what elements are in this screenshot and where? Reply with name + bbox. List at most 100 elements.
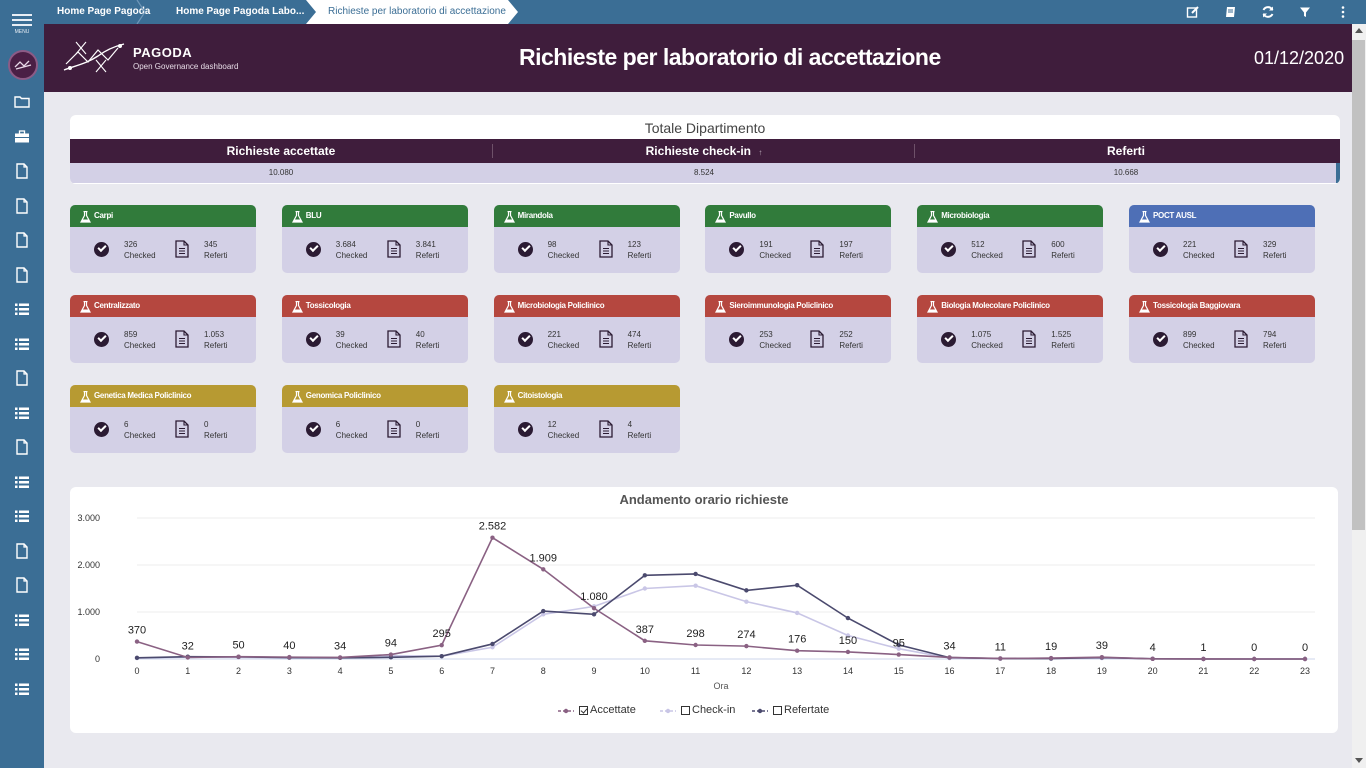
document-icon[interactable] xyxy=(13,542,31,560)
breadcrumb-item-labo[interactable]: Home Page Pagoda Labo... xyxy=(176,6,305,17)
data-point[interactable] xyxy=(845,649,851,655)
list-icon[interactable] xyxy=(13,507,31,525)
data-point[interactable] xyxy=(1150,656,1155,662)
column-header-referti[interactable]: Referti xyxy=(1106,144,1145,158)
refresh-icon[interactable] xyxy=(1260,4,1276,20)
data-point[interactable] xyxy=(1099,654,1105,660)
document-icon[interactable] xyxy=(13,266,31,284)
data-point[interactable] xyxy=(185,655,190,660)
data-point[interactable] xyxy=(1252,656,1257,662)
data-point[interactable] xyxy=(337,655,343,660)
data-point[interactable] xyxy=(388,652,394,657)
pagoda-logo-icon[interactable] xyxy=(8,50,38,80)
data-point[interactable] xyxy=(947,655,952,660)
list-icon[interactable] xyxy=(13,300,31,318)
list-icon[interactable] xyxy=(13,645,31,663)
data-point[interactable] xyxy=(744,599,749,604)
document-icon[interactable] xyxy=(13,438,31,456)
lab-card-genetica-medica-policlinico[interactable]: Genetica Medica Policlinico 6 Checked 0 Refe… xyxy=(70,385,256,453)
lab-card-tossicologia-baggiovara[interactable]: Tossicologia Baggiovara 899 Checked 794 Refe… xyxy=(1129,295,1315,363)
list-icon[interactable] xyxy=(13,404,31,422)
lab-card-carpi[interactable]: Carpi 326 Checked 345 Referti xyxy=(70,205,256,273)
data-point[interactable] xyxy=(591,606,597,611)
data-point[interactable] xyxy=(1201,656,1206,662)
table-row[interactable]: 10.080 8.524 10.668 xyxy=(70,163,1336,183)
data-point[interactable] xyxy=(896,652,901,657)
lab-card-microbiologia[interactable]: Microbiologia 512 Checked 600 Referti xyxy=(917,205,1104,273)
scrollbar-thumb[interactable] xyxy=(1352,40,1365,530)
lab-card-sieroimmunologia-policlinico[interactable]: Sieroimmunologia Policlinico 253 Checked 25… xyxy=(705,295,892,363)
briefcase-icon[interactable] xyxy=(13,128,31,146)
data-point[interactable] xyxy=(794,583,800,588)
document-icon[interactable] xyxy=(13,231,31,249)
column-header-richieste-checkin[interactable]: Richieste check-in ↑ xyxy=(493,139,915,163)
data-point[interactable] xyxy=(794,610,800,616)
data-point[interactable] xyxy=(845,615,851,621)
data-point[interactable] xyxy=(236,654,241,659)
scroll-up-arrow-icon[interactable] xyxy=(1355,28,1363,33)
data-point[interactable] xyxy=(134,655,140,661)
lab-card-blu[interactable]: BLU 3.684 Checked 3.841 Referti xyxy=(281,205,468,273)
lab-card-tossicologia[interactable]: Tossicologia 39 Checked 40 Referti xyxy=(281,295,468,363)
data-point[interactable] xyxy=(642,586,648,591)
data-point[interactable] xyxy=(591,612,597,617)
data-point[interactable] xyxy=(439,642,444,648)
legend-item-refertate[interactable]: Refertate xyxy=(752,704,862,719)
more-icon[interactable] xyxy=(1335,4,1351,20)
lab-card-poct-ausl[interactable]: POCT AUSL 221 Checked 329 Referti xyxy=(1129,205,1315,273)
data-point[interactable] xyxy=(490,641,495,647)
edit-icon[interactable] xyxy=(1185,4,1201,20)
legend-checkbox[interactable]: Refertate xyxy=(773,704,893,719)
lab-card-microbiologia-policlinico[interactable]: Microbiologia Policlinico 221 Checked 474 Re… xyxy=(493,295,680,363)
data-point[interactable] xyxy=(490,645,495,650)
lab-card-biologia-molecolare-policlinico[interactable]: Biologia Molecolare Policlinico 1.075 Chec… xyxy=(917,295,1104,363)
data-point[interactable] xyxy=(693,583,698,588)
document-icon[interactable] xyxy=(13,369,31,387)
lab-card-pavullo[interactable]: Pavullo 191 Checked 197 Referti xyxy=(705,205,892,273)
data-point[interactable] xyxy=(439,653,444,659)
data-point[interactable] xyxy=(642,573,648,578)
list-icon[interactable] xyxy=(13,680,31,698)
column-header-richieste-accettate[interactable]: Richieste accettate xyxy=(226,144,336,158)
folder-icon[interactable] xyxy=(13,93,31,111)
data-point[interactable] xyxy=(744,643,749,649)
checkbox-icon[interactable] xyxy=(773,706,782,715)
breadcrumb-item-current[interactable]: Richieste per laboratorio di accettazion… xyxy=(306,0,518,24)
legend-checkbox[interactable]: Accettate xyxy=(579,704,699,719)
data-point[interactable] xyxy=(642,638,648,644)
lab-card-genomica-policlinico[interactable]: Genomica Policlinico 6 Checked 0 Referti xyxy=(281,385,468,453)
data-point[interactable] xyxy=(998,656,1003,661)
book-icon[interactable] xyxy=(1223,4,1239,20)
data-point[interactable] xyxy=(1048,655,1054,661)
data-point[interactable] xyxy=(896,646,901,651)
data-point[interactable] xyxy=(134,639,140,644)
lab-card-citoistologia[interactable]: Citoistologia 12 Checked 4 Referti xyxy=(493,385,680,453)
data-point[interactable] xyxy=(794,648,800,653)
lab-card-mirandola[interactable]: Mirandola 98 Checked 123 Referti xyxy=(493,205,680,273)
data-point[interactable] xyxy=(744,588,749,593)
breadcrumb-item-home[interactable]: Home Page Pagoda xyxy=(57,6,151,17)
lab-card-centralizzato[interactable]: Centralizzato 859 Checked 1.053 Referti xyxy=(70,295,256,363)
sort-arrow-icon[interactable]: ↑ xyxy=(758,148,763,157)
document-icon[interactable] xyxy=(13,576,31,594)
menu-button[interactable] xyxy=(0,8,44,38)
data-point[interactable] xyxy=(287,654,292,660)
data-point[interactable] xyxy=(896,642,901,648)
data-point[interactable] xyxy=(693,571,698,577)
data-point[interactable] xyxy=(541,567,546,572)
list-icon[interactable] xyxy=(13,611,31,629)
data-point[interactable] xyxy=(845,633,851,638)
scroll-down-arrow-icon[interactable] xyxy=(1355,758,1363,763)
checkbox-icon[interactable] xyxy=(681,706,690,715)
data-point[interactable] xyxy=(693,642,698,648)
legend-checkbox[interactable]: Check-in xyxy=(681,704,801,719)
document-icon[interactable] xyxy=(13,162,31,180)
legend-item-accettate[interactable]: Accettate xyxy=(558,704,668,719)
filter-icon[interactable] xyxy=(1297,4,1313,20)
data-point[interactable] xyxy=(541,612,546,617)
legend-item-check-in[interactable]: Check-in xyxy=(660,704,770,719)
document-icon[interactable] xyxy=(13,197,31,215)
checkbox-icon[interactable] xyxy=(579,706,588,715)
list-icon[interactable] xyxy=(13,473,31,491)
list-icon[interactable] xyxy=(13,335,31,353)
